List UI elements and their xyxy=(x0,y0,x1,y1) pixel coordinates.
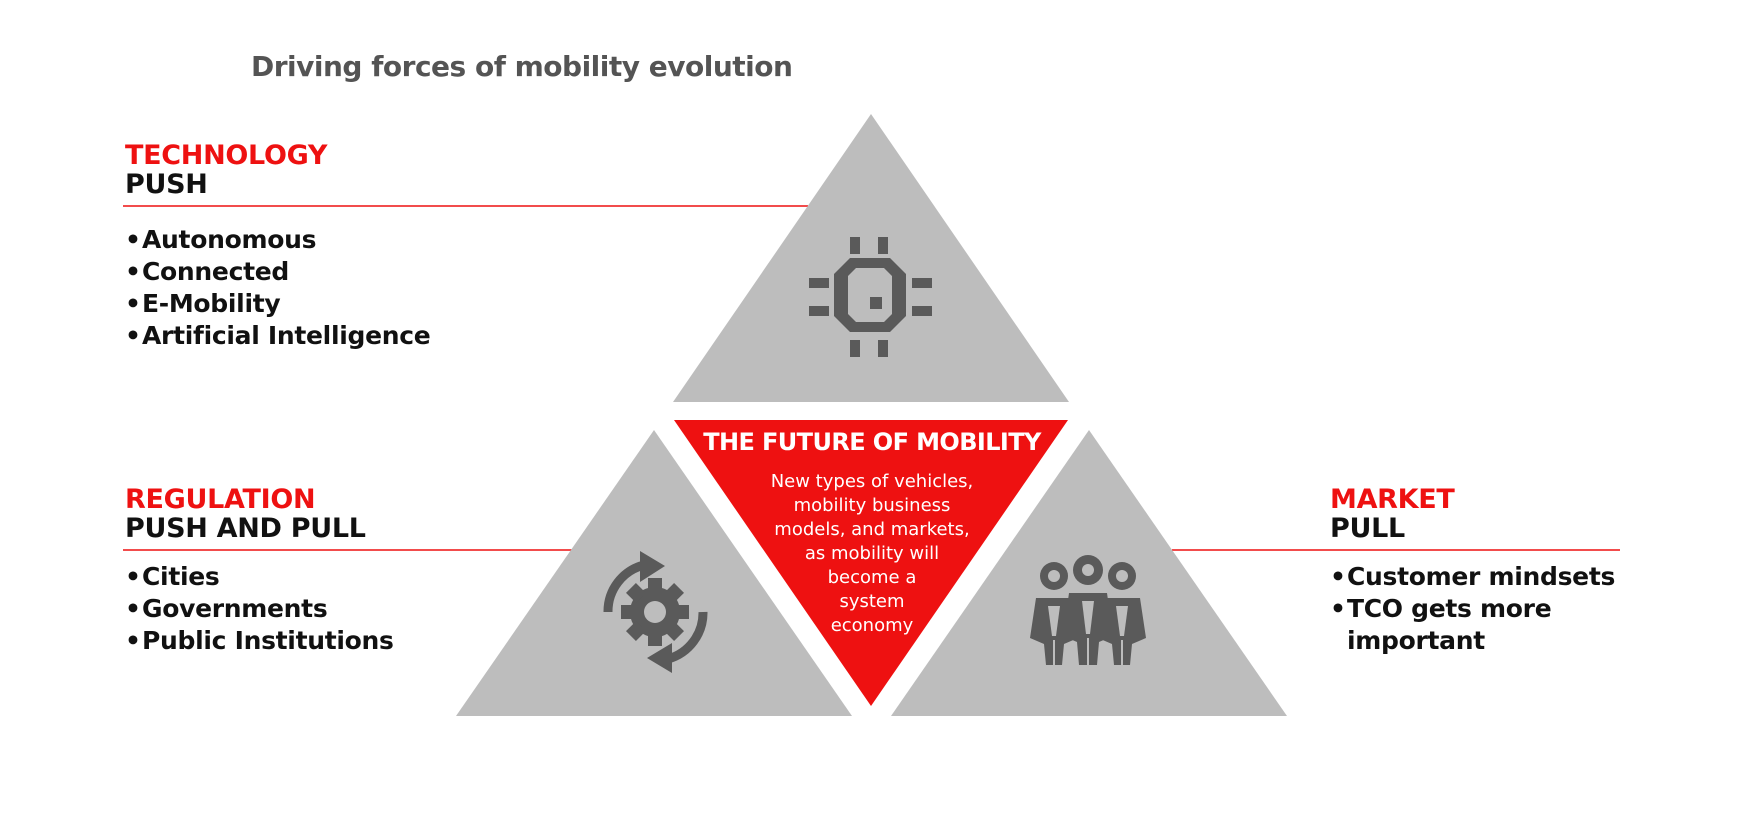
center-line: system xyxy=(839,591,905,612)
market-list: Customer mindsets TCO gets more important xyxy=(1330,561,1615,657)
people-group-icon xyxy=(1030,555,1146,665)
microchip-icon xyxy=(809,237,932,357)
list-item-line: important xyxy=(1347,626,1485,655)
technology-heading: TECHNOLOGY PUSH xyxy=(125,141,327,199)
center-line: New types of vehicles, xyxy=(770,471,974,492)
center-line: mobility business xyxy=(793,495,951,516)
technology-heading-black: PUSH xyxy=(125,169,208,200)
regulation-heading: REGULATION PUSH AND PULL xyxy=(125,485,366,543)
regulation-heading-black: PUSH AND PULL xyxy=(125,513,366,544)
technology-list: Autonomous Connected E-Mobility Artifici… xyxy=(125,224,431,352)
list-item: Customer mindsets xyxy=(1330,561,1615,593)
list-item: Autonomous xyxy=(125,224,430,256)
list-item: Artificial Intelligence xyxy=(125,320,431,352)
regulation-list: Cities Governments Public Institutions xyxy=(125,561,394,657)
technology-heading-red: TECHNOLOGY xyxy=(125,140,328,171)
market-heading-black: PULL xyxy=(1330,513,1405,544)
gear-cycle-icon xyxy=(603,551,708,673)
list-item: Public Institutions xyxy=(125,625,394,657)
center-line: as mobility will xyxy=(804,543,940,564)
center-description: New types of vehicles, mobility business… xyxy=(712,470,1032,638)
center-title: THE FUTURE OF MOBILITY xyxy=(703,428,1041,456)
list-item: Connected xyxy=(125,256,430,288)
regulation-heading-red: REGULATION xyxy=(125,484,316,515)
list-item: TCO gets more important xyxy=(1330,593,1615,657)
list-item: Cities xyxy=(125,561,394,593)
market-heading-red: MARKET xyxy=(1330,484,1455,515)
future-triangle xyxy=(674,420,1068,706)
center-line: become a xyxy=(827,567,917,588)
center-line: economy xyxy=(830,615,914,636)
list-item: Governments xyxy=(125,593,394,625)
market-heading: MARKET PULL xyxy=(1330,485,1455,543)
list-item: E-Mobility xyxy=(125,288,430,320)
diagram-title: Driving forces of mobility evolution xyxy=(251,50,793,83)
list-item-line: TCO gets more xyxy=(1347,594,1552,623)
center-line: models, and markets, xyxy=(774,519,970,540)
